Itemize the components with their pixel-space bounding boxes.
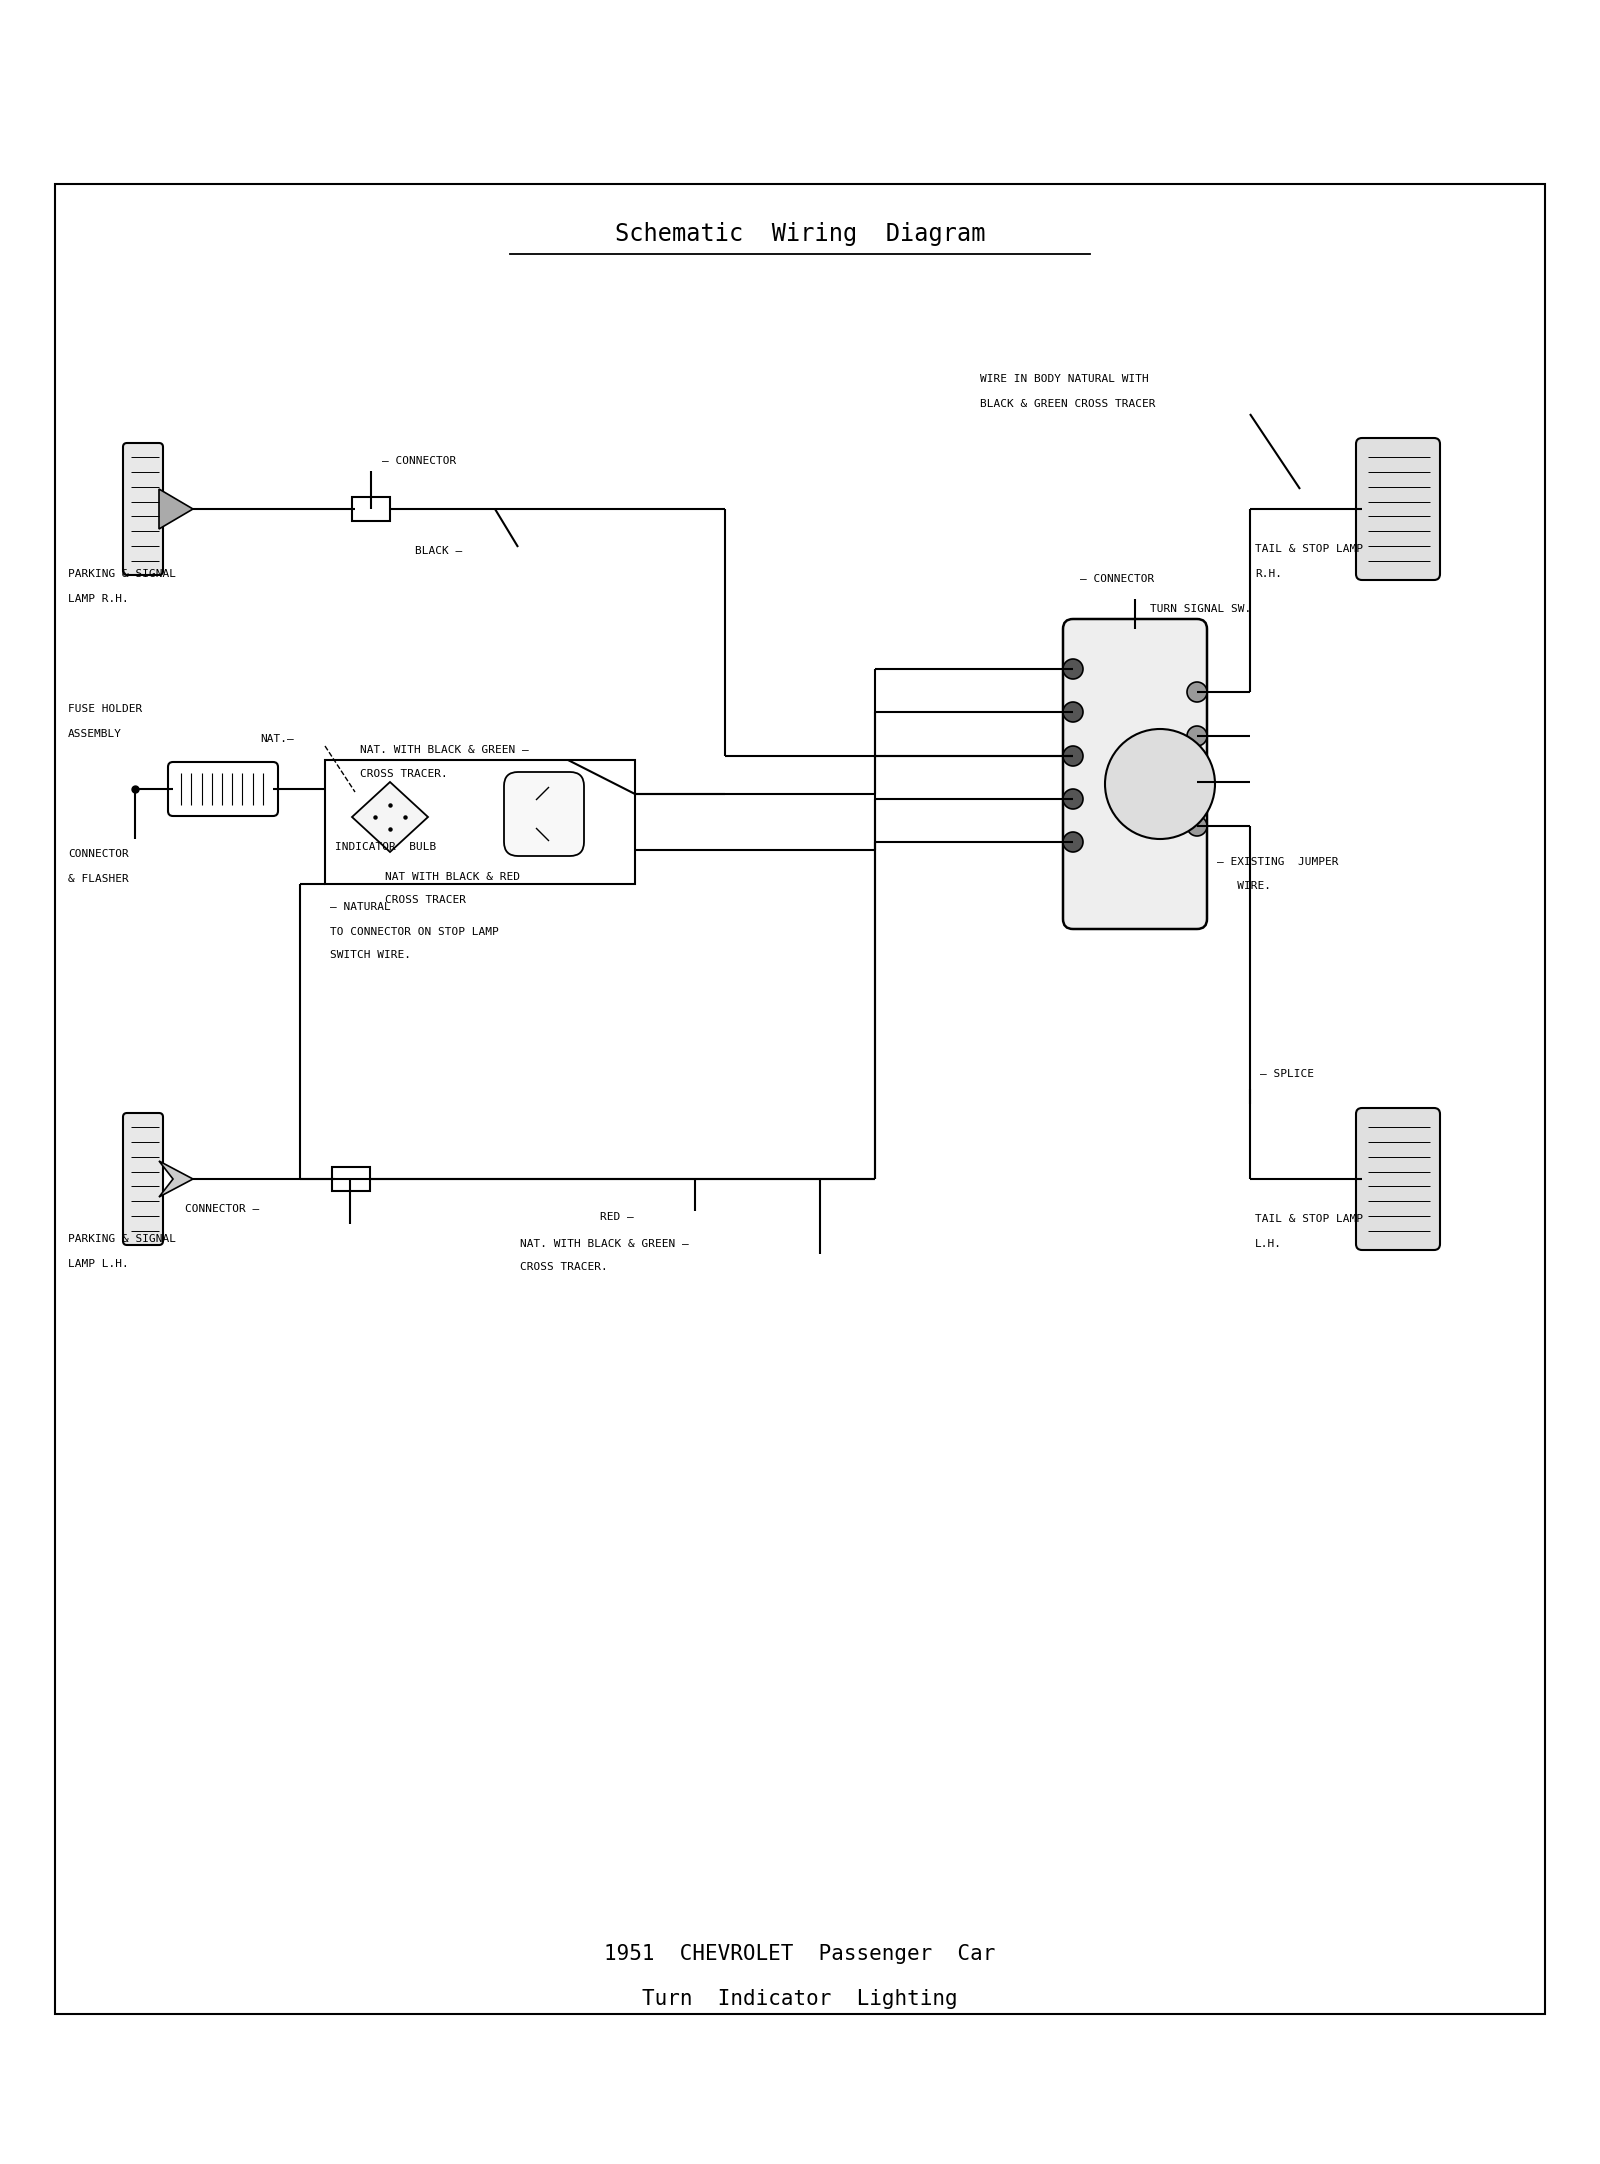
Text: — CONNECTOR: — CONNECTOR: [1080, 573, 1154, 584]
Text: SWITCH WIRE.: SWITCH WIRE.: [330, 950, 411, 961]
FancyBboxPatch shape: [504, 773, 584, 857]
Bar: [325, 760, 635, 885]
Text: ASSEMBLY: ASSEMBLY: [67, 729, 122, 738]
Text: WIRE IN BODY NATURAL WITH: WIRE IN BODY NATURAL WITH: [979, 374, 1149, 383]
Circle shape: [1187, 725, 1206, 747]
Text: BLACK —: BLACK —: [414, 545, 462, 556]
Circle shape: [1187, 773, 1206, 792]
Circle shape: [1062, 831, 1083, 853]
Circle shape: [1062, 790, 1083, 809]
Text: NAT.—: NAT.—: [259, 734, 294, 744]
Text: LAMP R.H.: LAMP R.H.: [67, 593, 128, 604]
Text: PARKING & SIGNAL: PARKING & SIGNAL: [67, 1233, 176, 1244]
FancyBboxPatch shape: [168, 762, 278, 816]
Circle shape: [1106, 729, 1214, 840]
Polygon shape: [158, 489, 194, 528]
Text: LAMP L.H.: LAMP L.H.: [67, 1259, 128, 1268]
Text: & FLASHER: & FLASHER: [67, 874, 128, 885]
Polygon shape: [352, 781, 429, 853]
Circle shape: [1187, 816, 1206, 835]
FancyBboxPatch shape: [123, 1112, 163, 1244]
Bar: [54, 184, 1546, 2015]
Text: Schematic  Wiring  Diagram: Schematic Wiring Diagram: [614, 223, 986, 247]
Text: NAT. WITH BLACK & GREEN —: NAT. WITH BLACK & GREEN —: [360, 744, 528, 755]
Text: TAIL & STOP LAMP: TAIL & STOP LAMP: [1254, 543, 1363, 554]
Text: NAT. WITH BLACK & GREEN —: NAT. WITH BLACK & GREEN —: [520, 1240, 688, 1249]
Text: FUSE HOLDER: FUSE HOLDER: [67, 703, 142, 714]
Text: 1951  CHEVROLET  Passenger  Car: 1951 CHEVROLET Passenger Car: [605, 1943, 995, 1965]
Text: TAIL & STOP LAMP: TAIL & STOP LAMP: [1254, 1214, 1363, 1225]
Text: WIRE.: WIRE.: [1218, 881, 1270, 892]
Text: R.H.: R.H.: [1254, 569, 1282, 580]
FancyBboxPatch shape: [1062, 619, 1206, 928]
Text: CONNECTOR: CONNECTOR: [67, 848, 128, 859]
Text: CROSS TRACER: CROSS TRACER: [386, 896, 466, 905]
FancyBboxPatch shape: [1357, 437, 1440, 580]
Text: INDICATOR  BULB: INDICATOR BULB: [334, 842, 437, 853]
Polygon shape: [158, 1162, 194, 1197]
Circle shape: [1062, 747, 1083, 766]
Circle shape: [1062, 660, 1083, 679]
Circle shape: [1062, 701, 1083, 723]
Text: — CONNECTOR: — CONNECTOR: [382, 457, 456, 465]
Text: Turn  Indicator  Lighting: Turn Indicator Lighting: [642, 1989, 958, 2008]
Text: CROSS TRACER.: CROSS TRACER.: [360, 768, 448, 779]
Text: CROSS TRACER.: CROSS TRACER.: [520, 1262, 608, 1272]
Text: L.H.: L.H.: [1254, 1240, 1282, 1249]
Text: RED —: RED —: [600, 1212, 634, 1223]
FancyBboxPatch shape: [1357, 1108, 1440, 1251]
Text: BLACK & GREEN CROSS TRACER: BLACK & GREEN CROSS TRACER: [979, 398, 1155, 409]
Bar: [333, 1166, 370, 1190]
Text: NAT WITH BLACK & RED: NAT WITH BLACK & RED: [386, 872, 520, 883]
Text: TO CONNECTOR ON STOP LAMP: TO CONNECTOR ON STOP LAMP: [330, 926, 499, 937]
Text: PARKING & SIGNAL: PARKING & SIGNAL: [67, 569, 176, 580]
Text: — SPLICE: — SPLICE: [1261, 1069, 1314, 1080]
Bar: [352, 498, 390, 522]
Text: — EXISTING  JUMPER: — EXISTING JUMPER: [1218, 857, 1339, 868]
FancyBboxPatch shape: [123, 444, 163, 576]
Text: CONNECTOR —: CONNECTOR —: [186, 1203, 259, 1214]
Text: TURN SIGNAL SW.: TURN SIGNAL SW.: [1150, 604, 1251, 615]
Circle shape: [1187, 682, 1206, 701]
Text: — NATURAL: — NATURAL: [330, 902, 390, 911]
